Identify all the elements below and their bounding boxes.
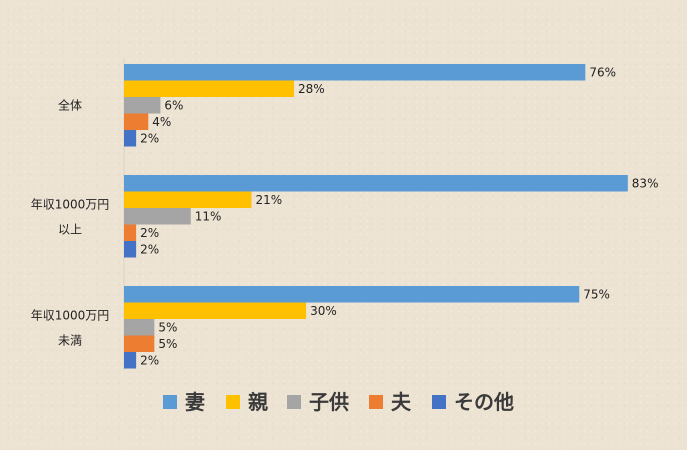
bar [124,80,294,97]
data-label: 83% [632,177,659,191]
data-label: 2% [140,132,159,146]
legend-label: 子供 [309,390,349,414]
bar [124,208,191,225]
bar [124,302,307,319]
bar [124,286,580,303]
category-label: 年収1000万円 [31,308,110,322]
data-label: 11% [195,210,222,224]
legend-swatch [432,395,446,409]
bar [124,241,137,258]
bar [124,352,137,369]
bar [124,130,137,147]
legend-label: その他 [454,390,514,414]
bar [124,113,149,130]
data-label: 76% [589,66,616,80]
category-label: 全体 [58,97,82,112]
legend-label: 妻 [185,390,205,414]
data-label: 6% [164,99,183,113]
data-label: 2% [140,243,159,257]
legend-swatch [226,395,240,409]
data-label: 5% [158,321,177,335]
data-label: 2% [140,226,159,240]
data-label: 5% [158,337,177,351]
legend-swatch [369,395,383,409]
data-label: 28% [298,82,325,96]
bar [124,64,586,81]
legend-swatch [287,395,301,409]
data-label: 75% [583,288,610,302]
legend-label: 親 [248,390,268,414]
data-label: 4% [152,115,171,129]
data-label: 30% [310,304,337,318]
bar [124,175,628,192]
bar [124,319,155,336]
bar [124,335,155,352]
category-label: 以上 [58,222,82,236]
data-label: 2% [140,354,159,368]
data-label: 21% [255,193,282,207]
legend-swatch [163,395,177,409]
category-label: 未満 [58,333,82,347]
category-label: 年収1000万円 [31,197,110,211]
bar [124,191,252,208]
bar [124,97,161,114]
bar [124,224,137,241]
legend-label: 夫 [391,390,412,414]
